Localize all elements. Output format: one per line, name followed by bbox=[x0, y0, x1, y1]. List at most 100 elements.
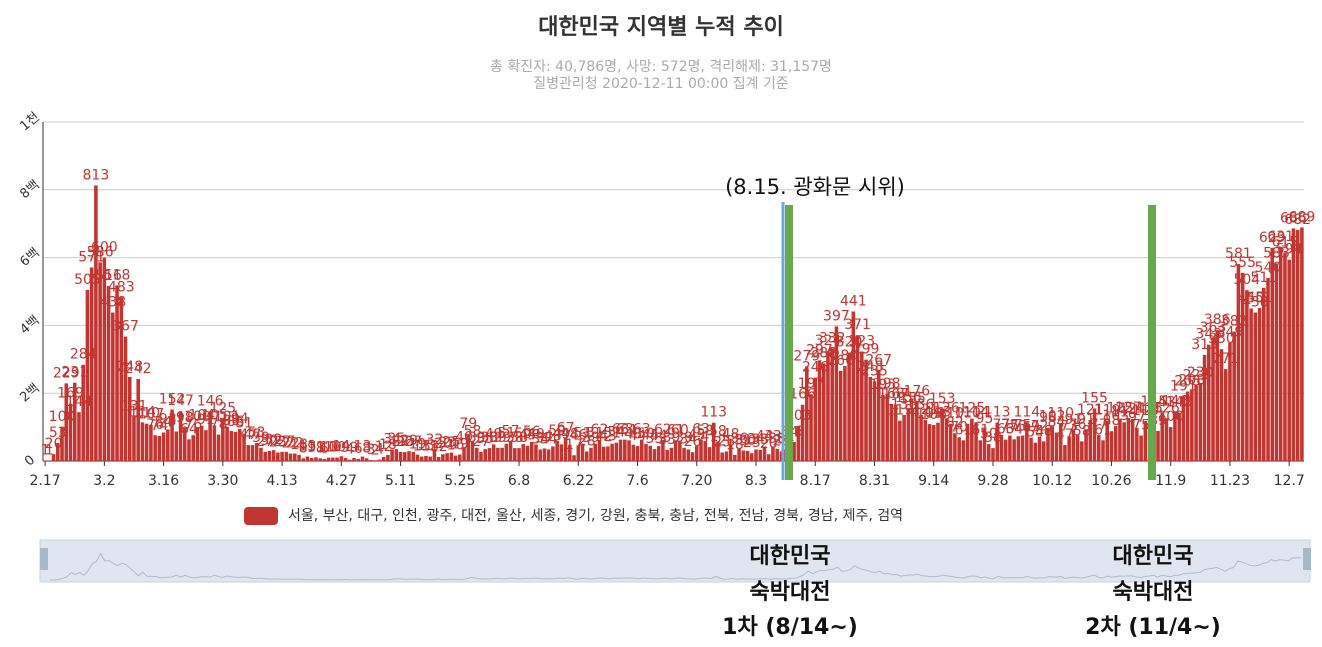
bar bbox=[1139, 435, 1143, 461]
value-label: 57 bbox=[502, 424, 520, 440]
value-label: 93 bbox=[159, 411, 177, 427]
value-label: 94 bbox=[231, 411, 249, 427]
y-tick-label: 0 bbox=[22, 453, 38, 470]
bar bbox=[699, 439, 703, 461]
bar bbox=[343, 457, 348, 461]
bar bbox=[758, 449, 763, 461]
bar bbox=[250, 445, 255, 461]
bar bbox=[449, 452, 454, 461]
bar bbox=[618, 439, 623, 461]
bar bbox=[813, 377, 818, 461]
value-label: 2 bbox=[371, 442, 380, 458]
value-label: 102 bbox=[1039, 408, 1066, 424]
bar bbox=[432, 450, 437, 461]
value-label: 64 bbox=[180, 421, 198, 437]
value-label: 70 bbox=[950, 419, 968, 435]
bar bbox=[572, 455, 576, 461]
bar bbox=[1168, 427, 1173, 461]
bar bbox=[398, 451, 403, 461]
value-label: 125 bbox=[209, 401, 236, 417]
value-label: 47 bbox=[239, 427, 257, 443]
x-tick-label: 12.7 bbox=[1274, 473, 1305, 489]
bar bbox=[1156, 430, 1160, 461]
bar bbox=[1249, 308, 1253, 461]
value-label: 32 bbox=[426, 432, 444, 448]
bar bbox=[474, 447, 479, 461]
bar bbox=[1096, 434, 1101, 461]
bar bbox=[986, 444, 991, 461]
bar bbox=[817, 360, 822, 461]
bar bbox=[805, 366, 809, 461]
value-label: 45 bbox=[688, 428, 706, 444]
bar bbox=[1194, 385, 1198, 461]
bar bbox=[466, 434, 471, 461]
value-label: 74 bbox=[150, 418, 168, 434]
value-label: 25 bbox=[269, 435, 287, 451]
value-label: 191 bbox=[1170, 378, 1197, 394]
bar bbox=[106, 286, 111, 461]
value-label: 110 bbox=[133, 406, 160, 422]
value-label: 60 bbox=[671, 423, 689, 439]
value-label: 39 bbox=[582, 430, 600, 446]
value-label: 27 bbox=[273, 434, 291, 450]
zoom-handle[interactable] bbox=[1303, 548, 1311, 570]
bar bbox=[322, 458, 327, 461]
bar bbox=[1177, 412, 1181, 461]
value-label: 13 bbox=[421, 439, 439, 455]
value-label: 230 bbox=[1187, 365, 1214, 381]
value-label: 121 bbox=[1077, 402, 1104, 418]
bar bbox=[843, 366, 847, 461]
value-label: 69 bbox=[1022, 420, 1040, 436]
bar bbox=[1219, 349, 1224, 461]
value-label: 343 bbox=[1195, 327, 1222, 343]
bar bbox=[1274, 263, 1279, 461]
bar bbox=[631, 444, 636, 461]
bar bbox=[724, 451, 729, 461]
value-label: 63 bbox=[633, 422, 651, 438]
bar bbox=[140, 422, 145, 461]
bar bbox=[885, 393, 889, 461]
bar bbox=[441, 454, 445, 461]
zoom-handle[interactable] bbox=[40, 548, 48, 570]
value-label: 47 bbox=[244, 427, 262, 443]
x-tick-label: 4.13 bbox=[266, 473, 297, 489]
bar bbox=[542, 448, 547, 461]
x-tick-label: 3.16 bbox=[148, 473, 179, 489]
bar bbox=[881, 394, 885, 461]
value-label: 397 bbox=[823, 308, 850, 324]
bar bbox=[237, 429, 242, 461]
value-label: 32 bbox=[265, 432, 283, 448]
bar bbox=[534, 444, 538, 461]
legend-swatch[interactable] bbox=[244, 507, 278, 525]
legend-label[interactable]: 서울, 부산, 대구, 인천, 광주, 대전, 울산, 세종, 경기, 강원, … bbox=[288, 508, 903, 524]
value-label: 35 bbox=[387, 431, 405, 447]
value-label: 51 bbox=[603, 426, 621, 442]
bar bbox=[525, 445, 530, 461]
value-label: 266 bbox=[827, 353, 854, 369]
value-label: 30 bbox=[260, 433, 278, 449]
value-label: 46 bbox=[569, 427, 587, 443]
bar bbox=[694, 445, 699, 461]
bar bbox=[318, 458, 322, 461]
value-label: 33 bbox=[658, 432, 676, 448]
bar bbox=[1003, 439, 1008, 461]
x-tick-label: 7.6 bbox=[626, 473, 648, 489]
x-tick-label: 10.26 bbox=[1091, 473, 1131, 489]
bar bbox=[212, 425, 217, 461]
value-label: 91 bbox=[1077, 412, 1095, 428]
value-label: 586 bbox=[87, 244, 114, 260]
value-label: 76 bbox=[1069, 417, 1087, 433]
bar bbox=[703, 440, 708, 461]
zoom-slider[interactable] bbox=[39, 539, 1311, 583]
bar bbox=[902, 414, 906, 461]
value-label: 25 bbox=[713, 435, 731, 451]
value-label: 297 bbox=[806, 342, 833, 358]
x-tick-label: 9.28 bbox=[977, 473, 1008, 489]
bar bbox=[508, 441, 513, 461]
bar bbox=[276, 452, 280, 461]
bar bbox=[1287, 259, 1291, 461]
bar bbox=[707, 447, 712, 461]
value-label: 504 bbox=[1234, 272, 1261, 288]
bar bbox=[737, 448, 741, 461]
value-label: 119 bbox=[887, 403, 914, 419]
